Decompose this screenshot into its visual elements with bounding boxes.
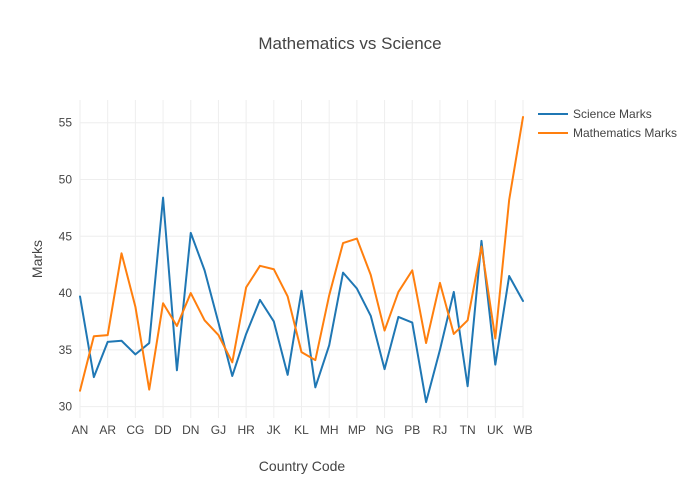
- x-tick-label: MP: [348, 423, 366, 437]
- series-line-science[interactable]: [79, 196, 524, 404]
- x-axis-title: Country Code: [259, 458, 346, 474]
- x-tick-label: CG: [126, 423, 144, 437]
- x-tick-label: RJ: [433, 423, 448, 437]
- y-tick-label: 45: [59, 229, 73, 243]
- y-tick-label: 40: [59, 286, 73, 300]
- series-line-mathematics[interactable]: [79, 116, 524, 392]
- x-tick-label: UK: [487, 423, 504, 437]
- legend[interactable]: Science Marks Mathematics Marks: [538, 107, 677, 140]
- y-tick-label: 55: [59, 116, 73, 130]
- x-tick-label: WB: [513, 423, 532, 437]
- x-tick-label: PB: [404, 423, 420, 437]
- series-lines: [79, 116, 524, 404]
- x-tick-label: GJ: [211, 423, 226, 437]
- y-tick-label: 30: [59, 400, 73, 414]
- y-tick-label: 35: [59, 343, 73, 357]
- x-tick-label: AN: [72, 423, 89, 437]
- x-tick-label: MH: [320, 423, 339, 437]
- legend-label: Science Marks: [573, 107, 652, 121]
- legend-item[interactable]: Science Marks: [538, 107, 652, 121]
- chart-title: Mathematics vs Science: [258, 34, 441, 53]
- x-tick-label: AR: [99, 423, 116, 437]
- x-tick-label: DN: [182, 423, 199, 437]
- legend-label: Mathematics Marks: [573, 126, 677, 140]
- x-tick-label: JK: [267, 423, 281, 437]
- y-axis-title: Marks: [29, 240, 45, 278]
- legend-item[interactable]: Mathematics Marks: [538, 126, 677, 140]
- x-axis-ticks: AN AR CG DD DN GJ HR JK KL MH MP NG PB RJ TN UK WB: [72, 423, 533, 437]
- x-tick-label: TN: [460, 423, 476, 437]
- x-tick-label: HR: [237, 423, 255, 437]
- x-tick-label: KL: [294, 423, 309, 437]
- y-tick-label: 50: [59, 173, 73, 187]
- y-axis-ticks: 30 35 40 45 50 55: [59, 116, 73, 414]
- x-tick-label: DD: [154, 423, 172, 437]
- x-tick-label: NG: [376, 423, 394, 437]
